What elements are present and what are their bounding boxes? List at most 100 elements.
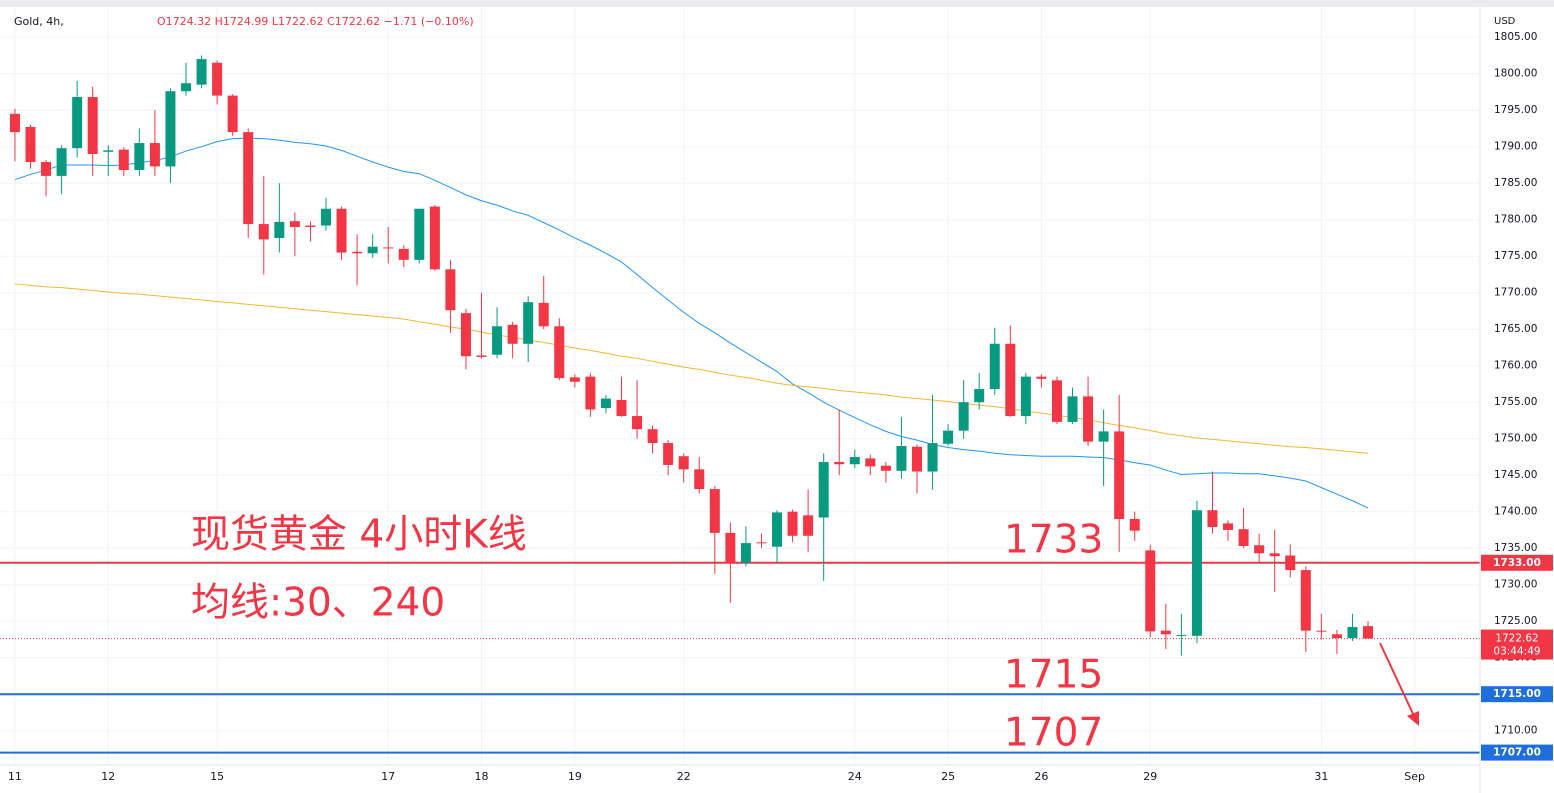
candle-body	[772, 512, 783, 547]
candle-body	[585, 376, 596, 410]
candle-body	[165, 91, 176, 167]
candle-body	[445, 269, 456, 311]
candle-body	[367, 246, 378, 254]
arrow	[1379, 642, 1415, 717]
candle-body	[398, 248, 409, 260]
candle-body	[305, 225, 316, 227]
x-tick-label: 31	[1314, 770, 1328, 783]
candle-body	[1005, 343, 1016, 417]
candle-body	[880, 465, 891, 471]
candle-body	[383, 247, 394, 249]
candle-body	[352, 251, 363, 254]
candle-body	[647, 429, 658, 444]
x-tick-label: 22	[677, 770, 691, 783]
candle-body	[1363, 626, 1374, 639]
x-tick-label: 25	[941, 770, 955, 783]
candle-body	[1083, 396, 1094, 442]
candle-body	[41, 162, 52, 176]
y-tick-label: 1790.00	[1494, 141, 1537, 153]
top-border	[0, 0, 1554, 7]
candle-body	[911, 446, 922, 472]
candle-body	[709, 489, 720, 533]
y-tick-label: 1795.00	[1494, 104, 1537, 116]
x-tick-label: 29	[1143, 770, 1157, 783]
candle-body	[1051, 380, 1062, 422]
candle-body	[1160, 630, 1171, 635]
x-tick-label: 15	[210, 770, 224, 783]
candle-body	[414, 208, 425, 260]
symbol: Gold, 4h,	[14, 15, 64, 28]
candle-body	[600, 398, 611, 409]
moving-averages	[14, 137, 1369, 509]
candle-body	[103, 150, 114, 152]
candle-body	[787, 511, 798, 536]
candle-body	[56, 148, 67, 176]
candle-body	[569, 377, 580, 382]
candle-body	[818, 462, 829, 518]
x-tick-label: 26	[1034, 770, 1048, 783]
candle-body	[149, 143, 160, 167]
level-label-box	[1481, 554, 1553, 571]
candle-body	[1269, 553, 1280, 557]
y-tick-label: 1730.00	[1494, 579, 1537, 591]
y-tick-label: 1800.00	[1494, 68, 1537, 80]
candle-body	[678, 456, 689, 470]
y-tick-label: 1755.00	[1494, 396, 1537, 408]
candle-body	[274, 221, 285, 238]
candle-body	[663, 443, 674, 465]
candle-body	[1238, 529, 1249, 547]
candle-body	[1254, 545, 1265, 554]
annotation: 现货黄金 4小时K线	[191, 513, 527, 558]
candle-body	[118, 149, 129, 171]
y-tick-label: 1725.00	[1494, 615, 1537, 627]
candle-body	[694, 469, 705, 490]
y-tick-label: 1710.00	[1494, 725, 1537, 737]
candle-body	[1129, 518, 1140, 531]
candle-body	[1145, 550, 1156, 632]
level-label-box	[1481, 744, 1553, 761]
candle-body	[476, 355, 487, 357]
candles	[9, 55, 1374, 656]
candle-body	[974, 389, 985, 403]
candle-body	[740, 543, 751, 563]
candle-body	[181, 83, 192, 92]
candle-body	[803, 515, 814, 536]
candle-body	[834, 462, 845, 465]
candle-body	[9, 113, 20, 133]
candle-body	[1098, 431, 1109, 442]
annotation: 均线:30、240	[191, 581, 445, 626]
candle-body	[1331, 634, 1342, 638]
y-tick-label: 1735.00	[1494, 542, 1537, 554]
x-tick-label: 12	[101, 770, 115, 783]
ohlc: O1724.32 H1724.99 L1722.62 C1722.62 −1.7…	[157, 15, 474, 28]
moving-average	[14, 283, 1369, 454]
level-label: 1733.00	[1493, 557, 1541, 569]
x-tick-label: 19	[568, 770, 582, 783]
x-tick-label: 18	[475, 770, 489, 783]
level-label: 1715.00	[1493, 688, 1541, 700]
candle-body	[1191, 510, 1202, 636]
candle-body	[1036, 376, 1047, 379]
candle-body	[429, 206, 440, 270]
y-tick-label: 1770.00	[1494, 287, 1537, 299]
last-price-box	[1481, 629, 1553, 660]
level-label-box	[1481, 686, 1553, 703]
grid	[0, 8, 1480, 765]
annotation: 1733	[1004, 518, 1103, 563]
candle-body	[492, 326, 503, 355]
candle-body	[616, 400, 627, 417]
candle-body	[227, 95, 238, 133]
candle-body	[1223, 523, 1234, 530]
candle-body	[336, 208, 347, 253]
moving-average	[14, 137, 1369, 509]
y-tick-label: 1780.00	[1494, 214, 1537, 226]
countdown: 03:44:49	[1493, 646, 1540, 658]
candle-body	[538, 302, 549, 327]
levels	[0, 561, 1480, 754]
annotation: 1715	[1004, 653, 1103, 698]
level-label: 1707.00	[1493, 747, 1541, 759]
y-tick-label: 1785.00	[1494, 177, 1537, 189]
candle-body	[943, 430, 954, 444]
